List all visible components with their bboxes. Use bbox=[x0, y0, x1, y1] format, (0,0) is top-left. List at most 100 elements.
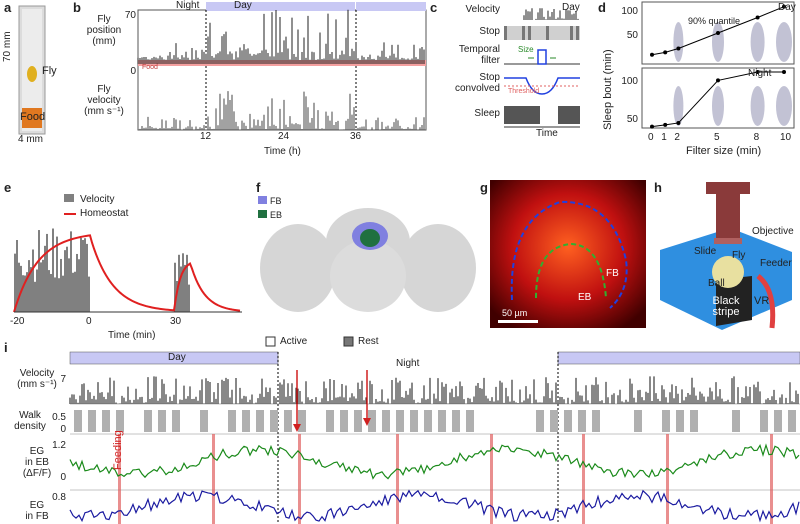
i-rest-block bbox=[466, 410, 474, 432]
e-velocity-bar bbox=[18, 262, 20, 312]
e-velocity-bar bbox=[32, 249, 34, 312]
panel-letter-b: b bbox=[73, 0, 81, 15]
i-rest-block bbox=[788, 410, 796, 432]
e-xtick-0: 0 bbox=[86, 316, 92, 327]
i-rest-block bbox=[354, 410, 362, 432]
i-velocity-label: Velocity (mm s⁻¹) bbox=[14, 368, 60, 390]
d-xtick: 8 bbox=[753, 132, 760, 143]
e-plot bbox=[13, 228, 242, 313]
b-day-band bbox=[206, 2, 355, 11]
panel-letter-d: d bbox=[598, 0, 606, 15]
i-rest-block bbox=[270, 410, 278, 432]
eb-region bbox=[360, 229, 380, 247]
i-rest-block bbox=[578, 410, 586, 432]
i-eb-label-1: EG bbox=[29, 446, 45, 457]
i-legend-rest: Rest bbox=[358, 336, 379, 347]
i-rest-block bbox=[774, 410, 782, 432]
d-xtick: 1 bbox=[661, 132, 667, 143]
i-walk-label-2: density bbox=[14, 421, 46, 432]
e-velocity-bar bbox=[26, 272, 28, 312]
c-row-velocity: Velocity bbox=[465, 4, 500, 15]
d-day-point bbox=[676, 46, 681, 51]
i-day-band-2 bbox=[557, 351, 800, 365]
i-walk-label-1: Walk bbox=[19, 410, 41, 421]
e-velocity-bar bbox=[34, 281, 36, 312]
i-legend-active: Active bbox=[280, 336, 308, 347]
e-velocity-bar bbox=[38, 230, 40, 312]
i-feeding-mark bbox=[770, 434, 773, 524]
d-violin-day bbox=[712, 22, 724, 62]
e-velocity-bar bbox=[52, 228, 54, 312]
i-rest-block bbox=[228, 410, 236, 432]
d-xtick: 5 bbox=[714, 132, 720, 143]
d-day-point bbox=[716, 31, 720, 35]
c-schematic bbox=[504, 8, 580, 128]
i-night-label: Night bbox=[396, 358, 420, 369]
f-legend-fb: FB bbox=[270, 196, 282, 206]
d-day-point bbox=[782, 4, 786, 9]
i-rest-block bbox=[340, 410, 348, 432]
d-violin-night bbox=[712, 86, 724, 126]
i-rest-block bbox=[536, 410, 544, 432]
d-day-point bbox=[755, 15, 760, 20]
b-xtick-24: 24 bbox=[278, 131, 290, 142]
b-night-label: Night bbox=[176, 0, 200, 11]
i-feeding-mark bbox=[582, 434, 585, 524]
i-eb-tick-0: 0 bbox=[60, 472, 66, 483]
d-day-point bbox=[650, 52, 654, 57]
i-rest-block bbox=[760, 410, 768, 432]
c-temporal-1: Temporal bbox=[458, 44, 500, 55]
e-velocity-bar bbox=[46, 233, 48, 312]
e-velocity-bar bbox=[188, 284, 190, 312]
c-stop-mark bbox=[576, 26, 579, 40]
c-stopconv-1: Stop bbox=[479, 72, 500, 83]
e-velocity-bar bbox=[78, 259, 80, 312]
e-velocity-bar bbox=[30, 267, 32, 312]
e-legend-homeostat: Homeostat bbox=[80, 208, 129, 219]
b-xlabel: Time (h) bbox=[264, 146, 301, 157]
e-legend-velocity: Velocity bbox=[80, 194, 115, 205]
i-rest-block bbox=[284, 410, 292, 432]
h-black-stripe-label: Black stripe bbox=[706, 296, 746, 318]
e-velocity-bar bbox=[70, 231, 72, 312]
e-velocity-bar bbox=[66, 246, 68, 312]
h-black-stripe-2: stripe bbox=[712, 306, 740, 318]
e-velocity-bar bbox=[88, 276, 90, 312]
i-walk-tick-05: 0.5 bbox=[52, 412, 66, 423]
i-rest-block bbox=[592, 410, 600, 432]
c-threshold-label: Threshold bbox=[508, 88, 540, 95]
d-ylabel: Sleep bout (min) bbox=[602, 49, 614, 130]
i-rest-block bbox=[690, 410, 698, 432]
food-label-a: Food bbox=[20, 111, 46, 123]
i-rest-block bbox=[116, 410, 124, 432]
e-velocity-bar bbox=[64, 250, 66, 312]
b-ytick-0: 0 bbox=[130, 66, 136, 77]
b-ylabel-top-1: Fly bbox=[97, 14, 111, 25]
d-violin-night bbox=[776, 86, 792, 126]
c-stopconv-2: convolved bbox=[454, 83, 500, 94]
arena-height-label: 70 mm bbox=[2, 31, 13, 62]
i-fb-tick-08: 0.8 bbox=[52, 492, 66, 503]
i-walk-label: Walk density bbox=[10, 410, 50, 432]
c-xlabel: Time bbox=[536, 128, 558, 139]
i-feeding-mark bbox=[666, 434, 669, 524]
e-velocity-bar bbox=[14, 253, 16, 312]
i-velocity-label-2: (mm s⁻¹) bbox=[17, 379, 57, 390]
d-xtick: 2 bbox=[674, 132, 680, 143]
e-velocity-bar bbox=[62, 275, 64, 312]
f-legend bbox=[258, 196, 267, 218]
panel-letter-i: i bbox=[4, 340, 8, 355]
i-rest-block bbox=[144, 410, 152, 432]
f-legend-eb: EB bbox=[270, 210, 283, 220]
panel-letter-c: c bbox=[430, 0, 438, 15]
e-velocity-bar bbox=[36, 269, 38, 312]
e-velocity-bar bbox=[54, 277, 56, 312]
e-velocity-bar bbox=[82, 240, 84, 312]
d-night-point bbox=[676, 120, 681, 125]
e-velocity-bar bbox=[56, 236, 58, 312]
b-day-band-2 bbox=[356, 2, 426, 11]
i-velocity-label-1: Velocity bbox=[19, 368, 55, 379]
e-velocity-bar bbox=[182, 253, 184, 312]
i-rest-block bbox=[564, 410, 572, 432]
e-velocity-bar bbox=[50, 273, 52, 312]
